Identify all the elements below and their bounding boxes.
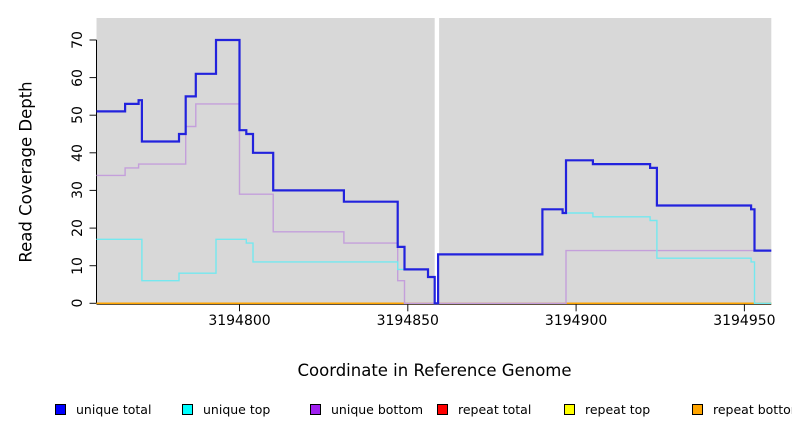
x-tick-label: 3194950 — [713, 313, 776, 329]
legend-swatch — [564, 404, 575, 415]
legend-label: repeat bottom — [713, 402, 792, 417]
legend-item: unique total — [55, 402, 151, 417]
legend-label: unique bottom — [331, 402, 424, 417]
legend: unique total unique top unique bottom repea… — [0, 402, 792, 424]
legend-swatch — [692, 404, 703, 415]
x-axis-title: Coordinate in Reference Genome — [297, 361, 572, 380]
legend-item: unique bottom — [310, 402, 423, 417]
plot-background — [96, 18, 772, 305]
masked-region — [434, 18, 440, 305]
y-tick-label: 40 — [70, 143, 86, 162]
series-unique-bottom — [96, 103, 772, 304]
legend-item: repeat bottom — [692, 402, 792, 417]
y-axis-title: Read Coverage Depth — [16, 81, 36, 263]
series-unique-total — [96, 38, 772, 305]
y-tick-label: 70 — [70, 31, 86, 49]
y-tick-label: 10 — [70, 256, 86, 275]
x-tick-label: 3194800 — [208, 313, 271, 329]
legend-label: repeat top — [585, 402, 651, 417]
legend-item: repeat top — [564, 402, 650, 417]
y-tick-label: 0 — [70, 298, 86, 308]
x-tick-label: 3194900 — [544, 313, 608, 329]
y-tick-label: 20 — [70, 219, 86, 238]
legend-swatch — [437, 404, 448, 415]
legend-label: unique top — [203, 402, 271, 417]
legend-label: unique total — [76, 402, 152, 417]
legend-swatch — [182, 404, 193, 415]
legend-item: unique top — [182, 402, 270, 417]
legend-item: repeat total — [437, 402, 531, 417]
legend-swatch — [55, 404, 66, 415]
y-tick-label: 50 — [70, 106, 86, 125]
legend-label: repeat total — [458, 402, 532, 417]
y-tick-label: 60 — [70, 68, 86, 87]
y-tick-label: 30 — [70, 181, 86, 200]
x-tick-label: 3194850 — [376, 313, 439, 329]
legend-swatch — [310, 404, 321, 415]
